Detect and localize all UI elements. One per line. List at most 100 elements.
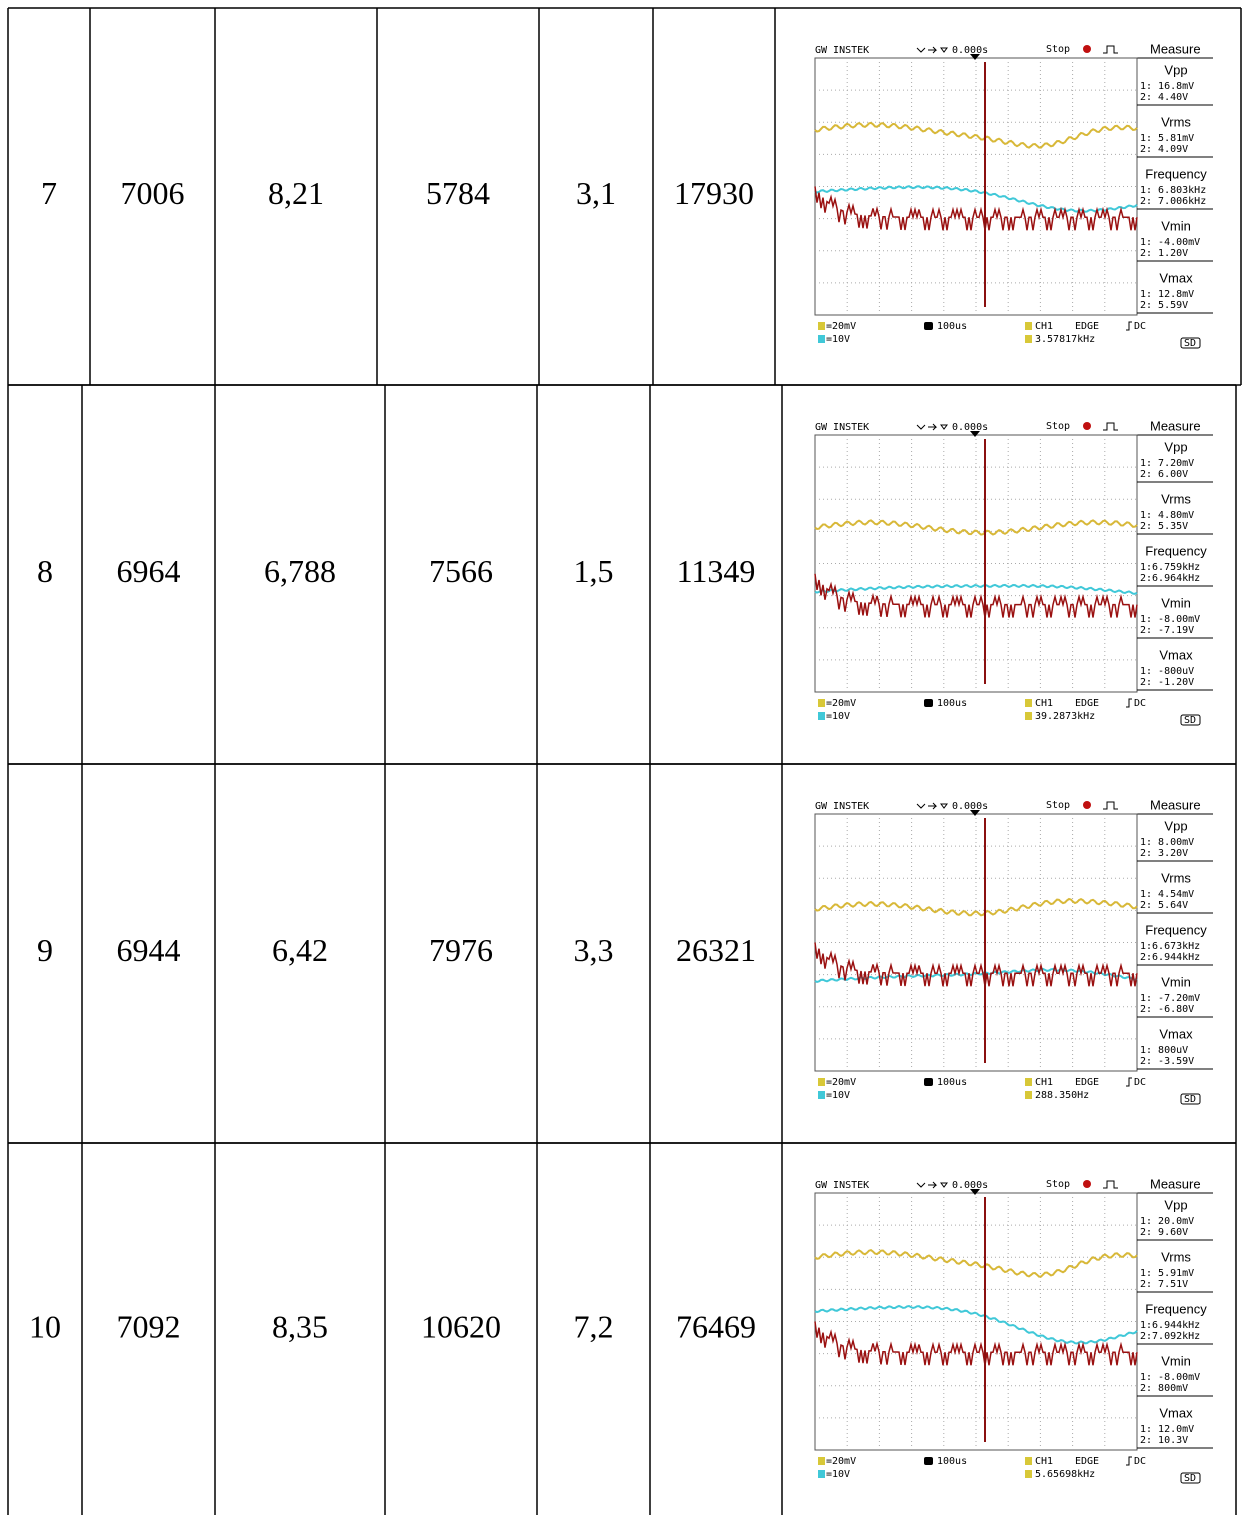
trigger-badge	[1025, 699, 1032, 707]
measure-ch2: 2: 4.09V	[1140, 144, 1188, 155]
measure-ch1: 1: 6.803kHz	[1140, 185, 1206, 196]
trigger-badge	[1025, 322, 1032, 330]
cell-text: 7566	[429, 553, 493, 589]
measure-name: Vrms	[1161, 491, 1191, 506]
timebase: 100us	[937, 321, 967, 332]
status-dot	[1083, 422, 1091, 430]
measure-name: Vpp	[1164, 1197, 1187, 1212]
ch2-scale: =10V	[826, 711, 850, 722]
measure-ch1: 1: 16.8mV	[1140, 81, 1194, 92]
ch1-badge	[818, 699, 825, 707]
timebase-badge	[924, 1457, 933, 1465]
measure-ch2: 2: 5.35V	[1140, 521, 1188, 532]
timebase: 100us	[937, 1077, 967, 1088]
measure-ch1: 1: 5.91mV	[1140, 1268, 1194, 1279]
measure-title: Measure	[1150, 797, 1201, 812]
measure-name: Vrms	[1161, 114, 1191, 129]
measure-ch2: 2: 7.006kHz	[1140, 196, 1206, 207]
timebase: 100us	[937, 698, 967, 709]
cell-text: 11349	[677, 553, 756, 589]
measure-name: Frequency	[1145, 1301, 1207, 1316]
measure-ch1: 1:6.759kHz	[1140, 562, 1200, 573]
measure-name: Vmax	[1159, 1026, 1193, 1041]
trigger-arrows	[917, 803, 947, 809]
measure-name: Vpp	[1164, 62, 1187, 77]
timebase-badge	[924, 322, 933, 330]
scope-delay: 0.000s	[952, 1180, 988, 1191]
document-table: 770068,2157843,117930GW INSTEK0.000sStop…	[0, 0, 1246, 1515]
measure-ch2: 2:6.944kHz	[1140, 952, 1200, 963]
measure-ch2: 2: 7.51V	[1140, 1279, 1188, 1290]
ch1-badge	[818, 322, 825, 330]
cell-text: 5784	[426, 175, 490, 211]
trigger-edge-icon	[1103, 1181, 1118, 1188]
measure-ch1: 1: 8.00mV	[1140, 837, 1194, 848]
measure-ch2: 2: -1.20V	[1140, 677, 1194, 688]
measure-ch1: 1: 12.0mV	[1140, 1424, 1194, 1435]
ch1-scale: =20mV	[826, 698, 856, 709]
trigger-arrows	[917, 47, 947, 53]
cell-text: 6944	[117, 932, 181, 968]
status-dot	[1083, 1180, 1091, 1188]
ch1-badge	[818, 1457, 825, 1465]
measure-ch2: 2: 800mV	[1140, 1383, 1188, 1394]
measure-title: Measure	[1150, 41, 1201, 56]
measure-ch2: 2: 4.40V	[1140, 92, 1188, 103]
measure-ch1: 1: 4.80mV	[1140, 510, 1194, 521]
ch2-badge	[818, 1470, 825, 1478]
cell-text: 6,788	[264, 553, 336, 589]
measure-ch1: 1: 7.20mV	[1140, 458, 1194, 469]
trigger-source: CH1	[1035, 321, 1053, 332]
trigger-frequency: 288.350Hz	[1035, 1090, 1089, 1101]
cell-text: 10620	[421, 1308, 501, 1344]
cell-text: 3,1	[576, 175, 616, 211]
measure-title: Measure	[1150, 418, 1201, 433]
trigger-source: CH1	[1035, 698, 1053, 709]
measure-ch2: 2:7.092kHz	[1140, 1331, 1200, 1342]
measure-ch1: 1: -8.00mV	[1140, 1372, 1200, 1383]
scope-delay: 0.000s	[952, 45, 988, 56]
cell-text: 7092	[117, 1308, 181, 1344]
coupling: DC	[1134, 698, 1146, 709]
measure-ch2: 2: -7.19V	[1140, 625, 1194, 636]
measure-ch1: 1: -8.00mV	[1140, 614, 1200, 625]
measure-ch1: 1: -4.00mV	[1140, 237, 1200, 248]
measure-ch2: 2:6.964kHz	[1140, 573, 1200, 584]
measure-ch2: 2: -6.80V	[1140, 1004, 1194, 1015]
measure-name: Frequency	[1145, 922, 1207, 937]
trigger-source: CH1	[1035, 1456, 1053, 1467]
measure-ch2: 2: 3.20V	[1140, 848, 1188, 859]
trigger-badge	[1025, 1457, 1032, 1465]
scope-status: Stop	[1046, 44, 1070, 55]
ch1-scale: =20mV	[826, 321, 856, 332]
scope-brand: GW INSTEK	[815, 1180, 869, 1191]
measure-name: Vmin	[1161, 595, 1191, 610]
coupling-icon	[1126, 1457, 1132, 1465]
oscilloscope: GW INSTEK0.000sStopMeasureVpp1: 8.00mV2:…	[815, 797, 1213, 1105]
measure-name: Vmax	[1159, 647, 1193, 662]
measure-ch2: 2: 5.64V	[1140, 900, 1188, 911]
cell-text: 8,35	[272, 1308, 328, 1344]
cell-text: 7,2	[574, 1308, 614, 1344]
storage: SD	[1184, 1473, 1196, 1484]
scope-status: Stop	[1046, 1179, 1070, 1190]
coupling-icon	[1126, 322, 1132, 330]
cell-text: 1,5	[574, 553, 614, 589]
cell-text: 9	[37, 932, 53, 968]
freq-badge	[1025, 1470, 1032, 1478]
ch2-badge	[818, 712, 825, 720]
measure-ch1: 1:6.673kHz	[1140, 941, 1200, 952]
storage: SD	[1184, 715, 1196, 726]
trigger-source: CH1	[1035, 1077, 1053, 1088]
trigger-edge-icon	[1103, 46, 1118, 53]
timebase-badge	[924, 1078, 933, 1086]
cell-text: 6,42	[272, 932, 328, 968]
trigger-type: EDGE	[1075, 1456, 1099, 1467]
cell-text: 8,21	[268, 175, 324, 211]
trigger-frequency: 39.2873kHz	[1035, 711, 1095, 722]
measure-ch2: 2: 10.3V	[1140, 1435, 1188, 1446]
measure-ch2: 2: 6.00V	[1140, 469, 1188, 480]
cell-text: 7006	[121, 175, 185, 211]
